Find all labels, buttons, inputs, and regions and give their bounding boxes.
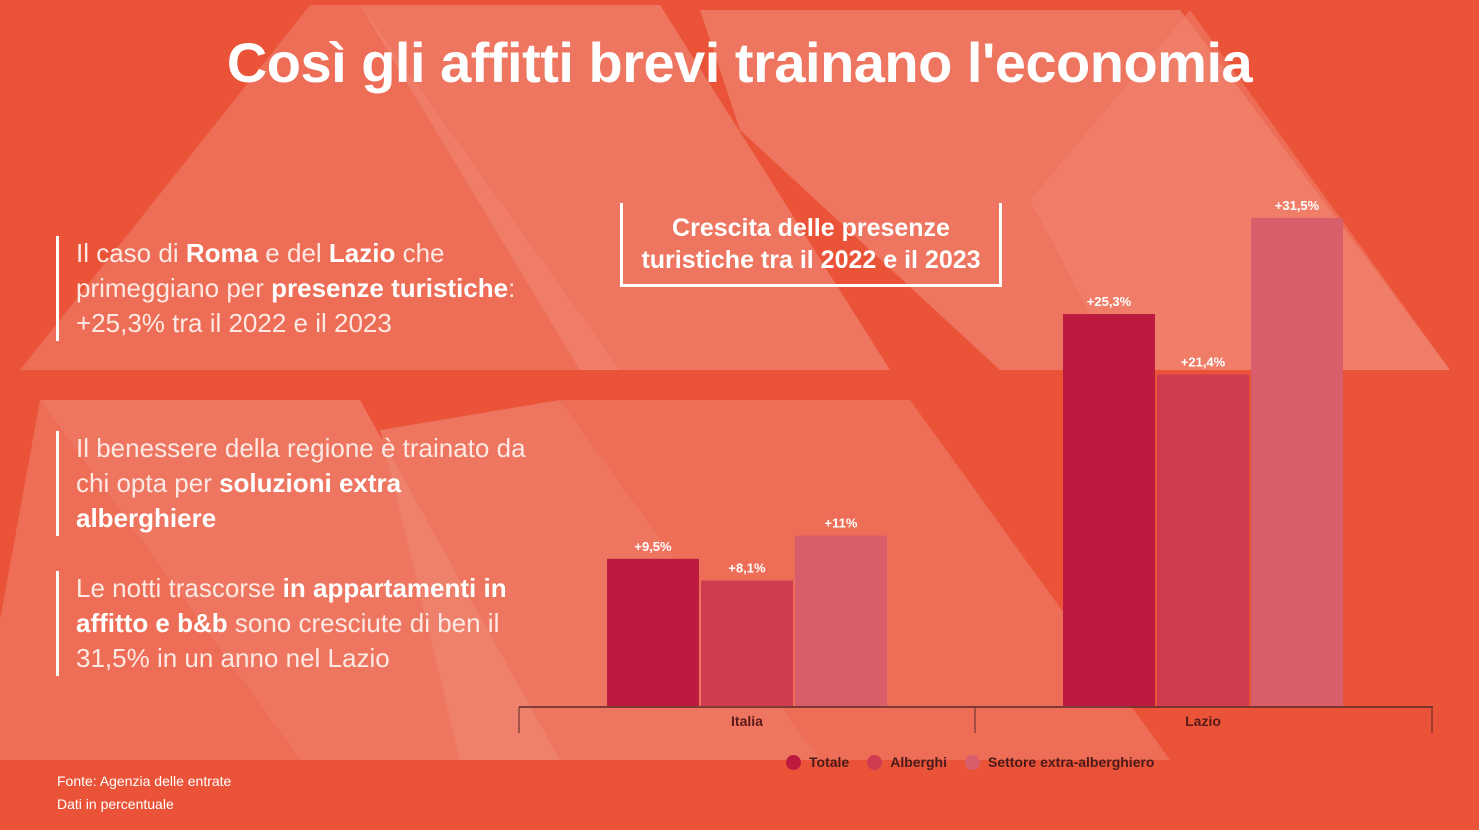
page-title: Così gli affitti brevi trainano l'econom… [226,31,1253,94]
data-label: +11% [825,516,858,531]
background-shape [40,400,560,760]
chart-title: Crescita delle presenze turistiche tra i… [641,213,981,274]
data-label: +31,5% [1275,198,1320,213]
bullet-text-bold: Lazio [328,238,396,268]
legend-item: Settore extra-alberghiero [964,754,1155,770]
background-shape [1030,10,1450,370]
bullet-text-bold: soluzioni extra alberghiere [76,468,402,533]
bullet-text-bold: in appartamenti in affitto e b&b [76,573,507,638]
category-label: Lazio [1185,713,1221,729]
data-label: +25,3% [1087,294,1132,309]
source-line: Fonte: Agenzia delle entrate [57,773,232,789]
bar [1063,314,1155,706]
data-label: +21,4% [1181,354,1226,369]
bullet-1: Il caso di Roma e del Lazio che primeggi… [56,236,536,341]
legend-label: Alberghi [890,754,947,770]
bullet-text: : +25,3% tra il 2022 e il 2023 [76,273,516,338]
legend-item: Totale [786,754,849,770]
bullet-2: Il benessere della regione è trainato da… [56,431,536,536]
bullet-text: e del [258,238,329,268]
data-label: +8,1% [728,561,766,576]
units-line: Dati in percentuale [57,796,174,812]
bullet-text: che primeggiano per [76,238,445,303]
legend-dot [964,754,980,770]
bullet-text: Le notti trascorse [76,573,283,603]
legend-label: Totale [809,754,850,770]
bar [701,580,793,706]
legend-label: Settore extra-alberghiero [987,754,1155,770]
background-shape [20,5,620,370]
legend-dot [867,754,883,770]
legend-item: Alberghi [867,754,947,770]
data-label: +9,5% [634,539,672,554]
chart-title-box: Crescita delle presenze turistiche tra i… [620,203,1002,287]
legend-dot [786,754,801,770]
bar [1251,218,1343,706]
bar [795,535,887,706]
chart-legend: Totale Alberghi Settore extra-alberghiero [786,754,1154,770]
bullet-text: sono cresciute di ben il 31,5% in un ann… [76,608,500,673]
background-shape [300,5,890,370]
bullet-text-bold: Roma [185,238,259,268]
bullet-3: Le notti trascorse in appartamenti in af… [56,571,536,676]
bullet-text-bold: presenze turistiche [271,273,509,303]
background-shape [0,400,300,760]
bullet-text: Il caso di [76,238,186,268]
bar [607,558,699,706]
bullet-text: Il benessere della regione è trainato da… [76,433,526,498]
source-note: Fonte: Agenzia delle entrate Dati in per… [57,770,231,816]
bar [1157,374,1249,706]
category-label: Italia [731,713,763,729]
